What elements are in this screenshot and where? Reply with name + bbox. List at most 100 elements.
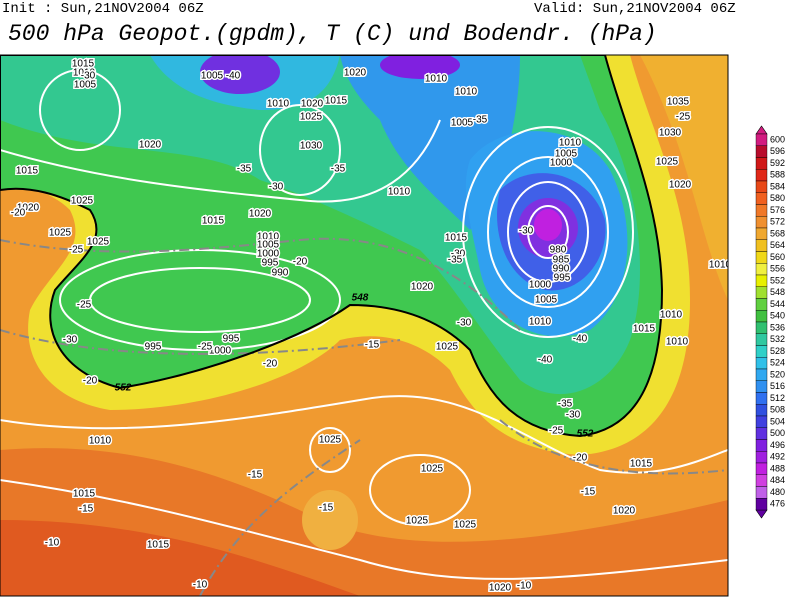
isobar-label: 1010 (559, 138, 582, 149)
height-contour-label: 552 (115, 383, 132, 394)
temperature-label: -20 (573, 453, 588, 464)
isobar-label: 1010 (666, 337, 689, 348)
isobar-label: 1015 (325, 96, 348, 107)
colorbar-label: 600 (770, 134, 785, 144)
isobar-label: 995 (223, 334, 240, 345)
isobar-label: 1020 (411, 282, 434, 293)
temperature-label: -25 (77, 300, 92, 311)
isobar-label: 1005 (74, 80, 97, 91)
colorbar-swatch (755, 133, 768, 146)
temperature-label: -40 (573, 334, 588, 345)
colorbar-swatch (755, 239, 768, 252)
colorbar-label: 572 (770, 217, 785, 227)
isobar-label: 990 (272, 268, 289, 279)
temperature-label: -40 (226, 71, 241, 82)
isobar-label: 1010 (660, 310, 683, 321)
isobar-label: 1020 (489, 583, 512, 594)
colorbar-swatch (755, 310, 768, 323)
map-frame (0, 54, 729, 597)
temperature-label: -30 (451, 249, 466, 260)
isobar-label: 1030 (659, 128, 682, 139)
isobar-label: 1015 (445, 233, 468, 244)
isobar-label: 1010 (455, 87, 478, 98)
isobar-label: 1025 (49, 228, 72, 239)
colorbar-label: 476 (770, 499, 785, 509)
temperature-label: -35 (448, 255, 463, 266)
colorbar-label: 588 (770, 170, 785, 180)
colorbar-swatch (755, 439, 768, 452)
isobar-label: 1000 (550, 158, 573, 169)
colorbar: 6005965925885845805765725685645605565525… (755, 125, 785, 519)
temperature-label: -15 (319, 503, 334, 514)
colorbar-swatch (755, 204, 768, 217)
isobar-label: 1010 (267, 99, 290, 110)
colorbar-label: 512 (770, 393, 785, 403)
colorbar-swatch (755, 192, 768, 205)
colorbar-label: 548 (770, 287, 785, 297)
temperature-label: -20 (263, 359, 278, 370)
isobar-label: 1015 (630, 459, 653, 470)
temperature-label: -10 (517, 581, 532, 592)
colorbar-swatch (755, 451, 768, 464)
colorbar-swatch (755, 274, 768, 287)
temperature-label: -20 (11, 208, 26, 219)
isobar-label: 1030 (300, 141, 323, 152)
height-contour-label: 552 (577, 429, 594, 440)
colorbar-label: 540 (770, 311, 785, 321)
colorbar-label: 484 (770, 475, 785, 485)
isobar-label: 1020 (613, 506, 636, 517)
isobar-label: 1025 (300, 112, 323, 123)
isobar-label: 1010 (388, 187, 411, 198)
temperature-label: -15 (79, 504, 94, 515)
temperature-label: -30 (519, 226, 534, 237)
temperature-label: -10 (45, 538, 60, 549)
colorbar-swatch (755, 404, 768, 417)
isobar-label: 1005 (451, 118, 474, 129)
isobar-label: 1015 (72, 59, 95, 70)
colorbar-label: 524 (770, 358, 785, 368)
temperature-label: -20 (293, 257, 308, 268)
colorbar-swatch (755, 345, 768, 358)
colorbar-label: 596 (770, 146, 785, 156)
isobar-label: 1010 (425, 74, 448, 85)
colorbar-swatch (755, 462, 768, 475)
colorbar-swatch (755, 286, 768, 299)
colorbar-arrow-bottom (755, 509, 768, 519)
isobar-label: 1000 (257, 249, 280, 260)
temperature-label: -15 (248, 470, 263, 481)
init-time: Init : Sun,21NOV2004 06Z (2, 1, 204, 17)
isobar-label: 1000 (209, 346, 232, 357)
colorbar-label: 576 (770, 205, 785, 215)
colorbar-swatch (755, 368, 768, 381)
colorbar-swatch (755, 380, 768, 393)
temperature-label: -35 (473, 115, 488, 126)
colorbar-label: 496 (770, 440, 785, 450)
colorbar-swatch (755, 169, 768, 182)
colorbar-label: 584 (770, 181, 785, 191)
isobar-label: 985 (553, 255, 570, 266)
colorbar-swatch (755, 474, 768, 487)
colorbar-arrow-top (755, 125, 768, 135)
colorbar-label: 536 (770, 322, 785, 332)
colorbar-label: 592 (770, 158, 785, 168)
isobar-label: 1015 (147, 540, 170, 551)
map-title: 500 hPa Geopot.(gpdm), T (C) und Bodendr… (8, 21, 657, 47)
temperature-label: -25 (676, 112, 691, 123)
colorbar-label: 500 (770, 428, 785, 438)
height-contour-label: 548 (352, 293, 369, 304)
temperature-label: -35 (558, 399, 573, 410)
temperature-label: -30 (269, 182, 284, 193)
isobar-label: 1005 (555, 149, 578, 160)
isobar-label: 1010 (257, 232, 280, 243)
temperature-label: -30 (63, 335, 78, 346)
isobar-label: 1005 (535, 295, 558, 306)
isobar-label: 995 (262, 258, 279, 269)
colorbar-swatch (755, 157, 768, 170)
colorbar-swatch (755, 145, 768, 158)
colorbar-swatch (755, 216, 768, 229)
temperature-label: -35 (237, 164, 252, 175)
isobar-label: 1010 (709, 260, 732, 271)
isobar-label: 1020 (249, 209, 272, 220)
